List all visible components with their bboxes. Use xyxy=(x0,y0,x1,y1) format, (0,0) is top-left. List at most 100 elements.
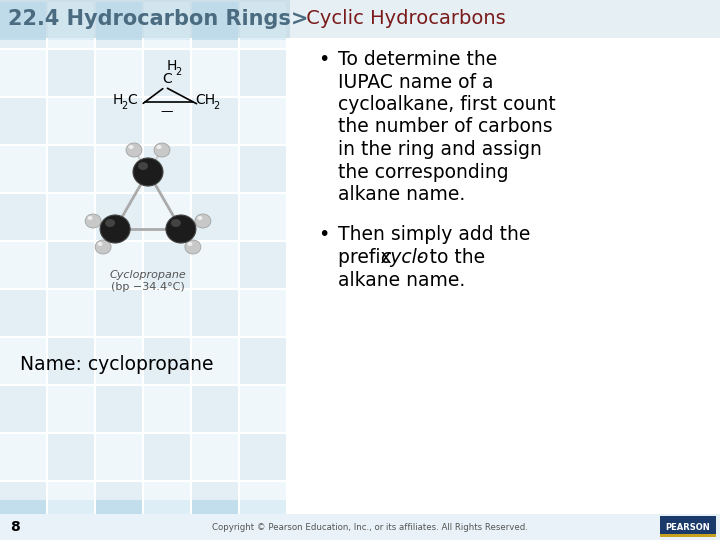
Bar xyxy=(48,2,94,48)
Bar xyxy=(144,386,190,432)
Text: 2: 2 xyxy=(121,101,127,111)
Bar xyxy=(0,40,290,500)
Bar xyxy=(48,146,94,192)
Text: H: H xyxy=(167,59,177,73)
Ellipse shape xyxy=(171,219,181,227)
Bar xyxy=(48,98,94,144)
Text: 2: 2 xyxy=(213,101,220,111)
Bar xyxy=(144,50,190,96)
Bar xyxy=(192,482,238,528)
Bar xyxy=(48,386,94,432)
Text: IUPAC name of a: IUPAC name of a xyxy=(338,72,493,91)
Bar xyxy=(144,338,190,384)
Bar xyxy=(96,338,142,384)
Bar xyxy=(192,50,238,96)
Bar xyxy=(0,514,720,540)
Ellipse shape xyxy=(185,240,201,254)
Bar xyxy=(144,482,190,528)
Bar xyxy=(96,242,142,288)
Bar xyxy=(0,2,46,48)
Bar xyxy=(144,2,190,48)
Bar xyxy=(48,242,94,288)
Bar xyxy=(96,386,142,432)
Bar xyxy=(290,0,720,38)
Bar xyxy=(192,98,238,144)
Bar xyxy=(0,290,46,336)
Text: prefix: prefix xyxy=(338,248,397,267)
Bar xyxy=(240,2,286,48)
Ellipse shape xyxy=(195,214,211,228)
Text: Then simply add the: Then simply add the xyxy=(338,226,531,245)
Text: PEARSON: PEARSON xyxy=(665,523,711,531)
Text: cycloalkane, first count: cycloalkane, first count xyxy=(338,95,556,114)
Bar xyxy=(48,50,94,96)
Ellipse shape xyxy=(126,143,142,157)
Bar xyxy=(48,290,94,336)
Ellipse shape xyxy=(105,219,115,227)
Bar xyxy=(96,482,142,528)
Bar xyxy=(0,194,46,240)
Bar xyxy=(0,146,46,192)
Bar xyxy=(96,194,142,240)
Bar xyxy=(192,2,238,38)
Bar xyxy=(96,50,142,96)
Text: 22.4 Hydrocarbon Rings>: 22.4 Hydrocarbon Rings> xyxy=(8,9,308,29)
Bar xyxy=(192,434,238,480)
Ellipse shape xyxy=(187,242,192,246)
Bar xyxy=(96,2,142,38)
Bar xyxy=(96,2,142,48)
Text: •: • xyxy=(318,226,329,245)
Bar xyxy=(192,146,238,192)
Bar xyxy=(96,98,142,144)
Text: Cyclopropane: Cyclopropane xyxy=(109,270,186,280)
Bar xyxy=(240,194,286,240)
Bar xyxy=(0,2,46,38)
Bar xyxy=(0,434,46,480)
Text: C: C xyxy=(127,93,137,107)
Text: C: C xyxy=(162,72,172,86)
Ellipse shape xyxy=(98,242,102,246)
Bar xyxy=(144,290,190,336)
Bar xyxy=(48,482,94,528)
Bar xyxy=(240,50,286,96)
Bar xyxy=(192,2,238,48)
Bar xyxy=(240,146,286,192)
Bar xyxy=(240,2,286,38)
Bar xyxy=(0,482,46,528)
Text: alkane name.: alkane name. xyxy=(338,185,465,204)
Bar xyxy=(660,534,716,537)
Text: cyclo: cyclo xyxy=(380,248,428,267)
Bar xyxy=(192,194,238,240)
Bar xyxy=(240,290,286,336)
Text: the number of carbons: the number of carbons xyxy=(338,118,553,137)
Ellipse shape xyxy=(128,145,133,149)
Bar xyxy=(144,146,190,192)
Bar xyxy=(48,194,94,240)
Ellipse shape xyxy=(154,143,170,157)
Ellipse shape xyxy=(133,158,163,186)
Bar xyxy=(240,338,286,384)
Text: (bp −34.4°C): (bp −34.4°C) xyxy=(111,282,185,292)
Bar xyxy=(144,434,190,480)
Bar xyxy=(240,434,286,480)
Text: 2: 2 xyxy=(175,67,181,77)
Bar xyxy=(0,242,46,288)
Bar xyxy=(240,242,286,288)
Bar xyxy=(660,516,716,537)
Bar xyxy=(96,434,142,480)
Bar xyxy=(0,50,46,96)
Ellipse shape xyxy=(88,216,93,220)
Bar xyxy=(240,386,286,432)
Text: To determine the: To determine the xyxy=(338,50,498,69)
Text: the corresponding: the corresponding xyxy=(338,163,508,181)
Text: •: • xyxy=(318,50,329,69)
Text: alkane name.: alkane name. xyxy=(338,271,465,289)
Ellipse shape xyxy=(138,162,148,170)
Bar xyxy=(240,482,286,528)
Text: CH: CH xyxy=(195,93,215,107)
Bar xyxy=(144,2,190,38)
Text: —: — xyxy=(161,105,174,118)
Text: H: H xyxy=(113,93,123,107)
Bar xyxy=(96,146,142,192)
Text: 8: 8 xyxy=(10,520,19,534)
